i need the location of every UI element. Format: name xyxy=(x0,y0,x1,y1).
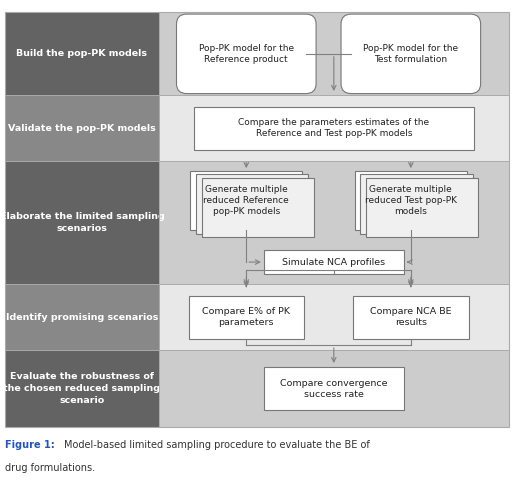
FancyBboxPatch shape xyxy=(355,171,467,230)
FancyBboxPatch shape xyxy=(264,368,404,410)
FancyBboxPatch shape xyxy=(353,296,469,338)
Bar xyxy=(159,161,509,284)
Text: Pop-PK model for the
Reference product: Pop-PK model for the Reference product xyxy=(199,44,294,64)
Text: Pop-PK model for the
Test formulation: Pop-PK model for the Test formulation xyxy=(363,44,458,64)
Text: Compare convergence
success rate: Compare convergence success rate xyxy=(280,378,388,399)
Bar xyxy=(5,12,159,95)
Bar xyxy=(5,12,509,427)
Bar xyxy=(159,12,509,95)
Text: Generate multiple
reduced Reference
pop-PK models: Generate multiple reduced Reference pop-… xyxy=(204,185,289,216)
FancyBboxPatch shape xyxy=(189,296,304,338)
FancyBboxPatch shape xyxy=(190,171,302,230)
Bar xyxy=(5,161,159,284)
Text: Elaborate the limited sampling
scenarios: Elaborate the limited sampling scenarios xyxy=(0,212,164,233)
Bar xyxy=(159,284,509,350)
Text: Simulate NCA profiles: Simulate NCA profiles xyxy=(282,257,386,267)
Text: Generate multiple
reduced Test pop-PK
models: Generate multiple reduced Test pop-PK mo… xyxy=(365,185,457,216)
FancyBboxPatch shape xyxy=(264,250,404,274)
Text: Compare NCA BE
results: Compare NCA BE results xyxy=(370,307,452,327)
FancyBboxPatch shape xyxy=(196,174,308,234)
Text: Compare the parameters estimates of the
Reference and Test pop-PK models: Compare the parameters estimates of the … xyxy=(238,118,429,138)
FancyBboxPatch shape xyxy=(366,178,478,237)
FancyBboxPatch shape xyxy=(341,14,481,93)
Text: Figure 1:: Figure 1: xyxy=(5,440,55,450)
FancyBboxPatch shape xyxy=(201,178,314,237)
Bar xyxy=(159,95,509,161)
Bar xyxy=(5,284,159,350)
Text: Validate the pop-PK models: Validate the pop-PK models xyxy=(8,124,156,133)
Bar xyxy=(5,350,159,427)
FancyBboxPatch shape xyxy=(360,174,472,234)
Text: Build the pop-PK models: Build the pop-PK models xyxy=(16,49,148,58)
Text: Evaluate the robustness of
the chosen reduced sampling
scenario: Evaluate the robustness of the chosen re… xyxy=(4,372,160,405)
Text: Compare E% of PK
parameters: Compare E% of PK parameters xyxy=(203,307,290,327)
FancyBboxPatch shape xyxy=(194,107,474,150)
FancyBboxPatch shape xyxy=(176,14,316,93)
Bar xyxy=(5,95,159,161)
Text: Identify promising scenarios: Identify promising scenarios xyxy=(6,313,158,322)
Text: Model-based limited sampling procedure to evaluate the BE of: Model-based limited sampling procedure t… xyxy=(64,440,370,450)
Text: drug formulations.: drug formulations. xyxy=(5,463,95,473)
Bar xyxy=(159,350,509,427)
